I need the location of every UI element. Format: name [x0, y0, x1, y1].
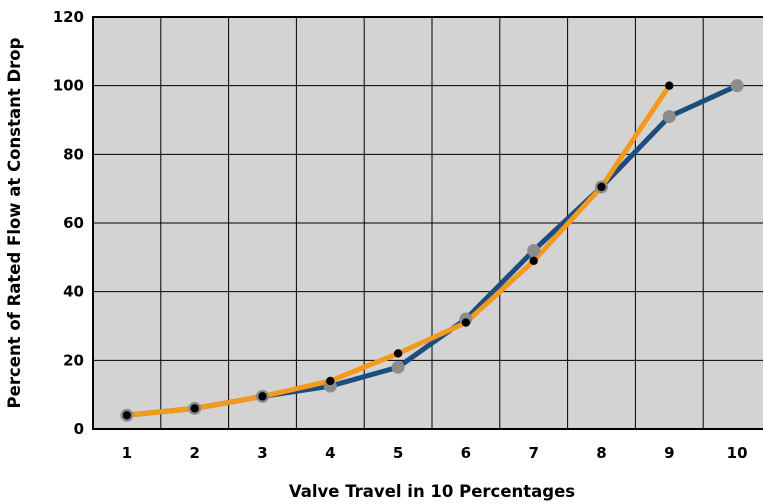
series-2-point — [190, 404, 199, 413]
plot-frame — [92, 16, 763, 430]
x-axis-title: Valve Travel in 10 Percentages — [289, 482, 575, 501]
series-2-point — [529, 256, 538, 265]
x-tick-label: 5 — [393, 444, 403, 462]
y-axis-title: Percent of Rated Flow at Constant Drop — [5, 37, 24, 408]
x-tick-label: 2 — [189, 444, 199, 462]
series-2-point — [597, 182, 606, 192]
series-2-point — [258, 392, 267, 401]
y-tick-label: 120 — [53, 8, 84, 26]
series-group — [120, 79, 744, 422]
x-tick-label: 4 — [325, 444, 335, 462]
y-tick-label: 80 — [63, 145, 84, 163]
x-tick-label: 6 — [461, 444, 471, 462]
y-tick-label: 0 — [74, 420, 84, 438]
x-tick-label: 7 — [528, 444, 538, 462]
series-1-point — [662, 110, 676, 124]
y-tick-label: 20 — [63, 351, 84, 369]
series-2-point — [122, 411, 132, 420]
grid-lines — [93, 17, 763, 429]
x-tick-labels: 1 2 3 4 5 6 7 8 9 10 — [122, 444, 748, 462]
series-1-point — [391, 360, 405, 374]
y-tick-labels: 0 20 40 60 80 100 120 — [53, 8, 84, 438]
series-2-point — [665, 81, 674, 90]
x-tick-label: 8 — [596, 444, 606, 462]
x-tick-label: 9 — [664, 444, 674, 462]
series-1-point — [730, 79, 744, 93]
series-2-point — [393, 349, 403, 358]
series-2-point — [326, 376, 335, 386]
y-tick-label: 60 — [63, 214, 84, 232]
series-1-point — [527, 243, 541, 257]
y-tick-label: 40 — [63, 283, 84, 301]
x-tick-label: 1 — [122, 444, 132, 462]
y-tick-label: 100 — [53, 77, 84, 95]
x-tick-label: 10 — [727, 444, 748, 462]
series-2-point — [461, 318, 471, 327]
x-tick-label: 3 — [257, 444, 267, 462]
